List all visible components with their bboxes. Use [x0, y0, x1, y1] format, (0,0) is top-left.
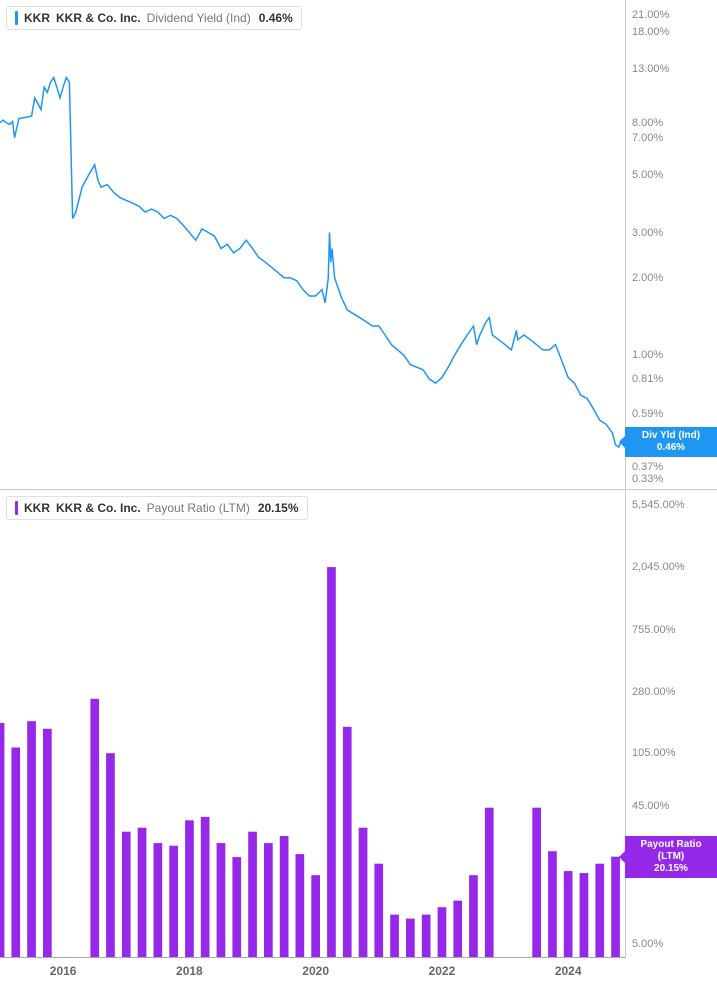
payout-ratio-bar	[374, 864, 383, 958]
top-flag-value: 0.46%	[629, 442, 713, 454]
payout-ratio-bar	[311, 875, 320, 958]
payout-ratio-bar	[485, 808, 494, 958]
payout-ratio-bar	[217, 843, 226, 958]
payout-ratio-bar	[43, 729, 52, 958]
y-tick-label: 2.00%	[632, 272, 663, 284]
payout-ratio-bar	[564, 871, 573, 958]
payout-ratio-bar	[122, 832, 131, 958]
payout-ratio-bar	[201, 817, 210, 958]
payout-ratio-bar	[169, 846, 178, 958]
payout-ratio-bar	[138, 828, 147, 958]
payout-ratio-bar	[406, 919, 415, 958]
payout-ratio-bar	[27, 721, 36, 958]
top-plot-area[interactable]	[0, 0, 625, 489]
payout-ratio-bar	[296, 854, 305, 958]
y-tick-label: 8.00%	[632, 117, 663, 129]
bottom-y-axis: 5,545.00% 2,045.00% 755.00% 280.00% 105.00% 4…	[625, 490, 717, 958]
x-tick-label: 2020	[302, 964, 329, 978]
x-tick-label: 2016	[50, 964, 77, 978]
y-tick-label: 0.37%	[632, 461, 663, 473]
bottom-bar-svg	[0, 490, 625, 958]
top-value-flag: Div Yld (Ind) 0.46%	[625, 427, 717, 457]
payout-ratio-bar	[232, 857, 241, 958]
bottom-plot-area[interactable]	[0, 490, 625, 958]
y-tick-label: 13.00%	[632, 63, 669, 75]
payout-ratio-bar	[154, 843, 163, 958]
payout-ratio-chart: KKR KKR & Co. Inc. Payout Ratio (LTM) 20…	[0, 490, 717, 985]
payout-ratio-bar	[0, 723, 4, 958]
payout-ratio-bar	[580, 873, 589, 958]
payout-ratio-bar	[453, 901, 462, 958]
payout-ratio-bar	[185, 820, 194, 958]
y-tick-label: 45.00%	[632, 800, 669, 812]
bottom-flag-value: 20.15%	[629, 863, 713, 875]
top-legend-color-bar	[15, 11, 18, 25]
x-tick-label: 2022	[429, 964, 456, 978]
payout-ratio-bar	[548, 851, 557, 958]
dividend-yield-chart: KKR KKR & Co. Inc. Dividend Yield (Ind) …	[0, 0, 717, 490]
y-tick-label: 5,545.00%	[632, 499, 685, 511]
bottom-legend-ticker: KKR	[24, 501, 50, 515]
y-tick-label: 0.59%	[632, 408, 663, 420]
y-tick-label: 2,045.00%	[632, 561, 685, 573]
dividend-yield-line	[0, 78, 624, 448]
bottom-legend-color-bar	[15, 501, 18, 515]
payout-ratio-bar	[359, 828, 368, 958]
bottom-flag-title: Payout Ratio (LTM)	[629, 839, 713, 863]
top-legend-value: 0.46%	[259, 11, 293, 25]
payout-ratio-bar	[264, 843, 273, 958]
top-legend-metric: Dividend Yield (Ind)	[147, 11, 251, 25]
payout-ratio-bar	[280, 836, 289, 958]
payout-ratio-bar	[595, 864, 604, 958]
payout-ratio-bar	[248, 832, 257, 958]
y-tick-label: 0.81%	[632, 373, 663, 385]
top-legend: KKR KKR & Co. Inc. Dividend Yield (Ind) …	[6, 6, 302, 30]
y-tick-label: 1.00%	[632, 349, 663, 361]
payout-ratio-bar	[106, 753, 115, 958]
bottom-legend-metric: Payout Ratio (LTM)	[147, 501, 250, 515]
y-tick-label: 7.00%	[632, 132, 663, 144]
y-tick-label: 105.00%	[632, 747, 675, 759]
payout-ratio-bar	[390, 915, 399, 958]
payout-ratio-bar	[11, 748, 20, 959]
x-axis: 2016 2018 2020 2022 2024	[0, 957, 625, 985]
y-tick-label: 5.00%	[632, 169, 663, 181]
payout-ratio-bar	[438, 907, 447, 958]
y-tick-label: 3.00%	[632, 227, 663, 239]
payout-ratio-bar	[327, 567, 336, 958]
payout-ratio-bar	[90, 699, 99, 958]
bottom-legend-company: KKR & Co. Inc.	[56, 501, 141, 515]
payout-ratio-bar	[532, 808, 541, 958]
bottom-value-flag: Payout Ratio (LTM) 20.15%	[625, 836, 717, 878]
payout-ratio-bar	[422, 915, 431, 958]
top-y-axis: 21.00% 18.00% 13.00% 8.00% 7.00% 5.00% 3.00% 2.…	[625, 0, 717, 489]
payout-ratio-bar	[611, 857, 620, 958]
y-tick-label: 18.00%	[632, 26, 669, 38]
top-legend-ticker: KKR	[24, 11, 50, 25]
top-legend-company: KKR & Co. Inc.	[56, 11, 141, 25]
bottom-legend: KKR KKR & Co. Inc. Payout Ratio (LTM) 20…	[6, 496, 308, 520]
top-line-svg	[0, 0, 625, 490]
y-tick-label: 280.00%	[632, 686, 675, 698]
payout-ratio-bar	[469, 875, 478, 958]
top-flag-title: Div Yld (Ind)	[629, 430, 713, 442]
bottom-legend-value: 20.15%	[258, 501, 299, 515]
x-tick-label: 2024	[555, 964, 582, 978]
y-tick-label: 21.00%	[632, 9, 669, 21]
x-tick-label: 2018	[176, 964, 203, 978]
y-tick-label: 0.33%	[632, 473, 663, 485]
y-tick-label: 755.00%	[632, 624, 675, 636]
payout-ratio-bar	[343, 727, 352, 958]
y-tick-label: 5.00%	[632, 938, 663, 950]
